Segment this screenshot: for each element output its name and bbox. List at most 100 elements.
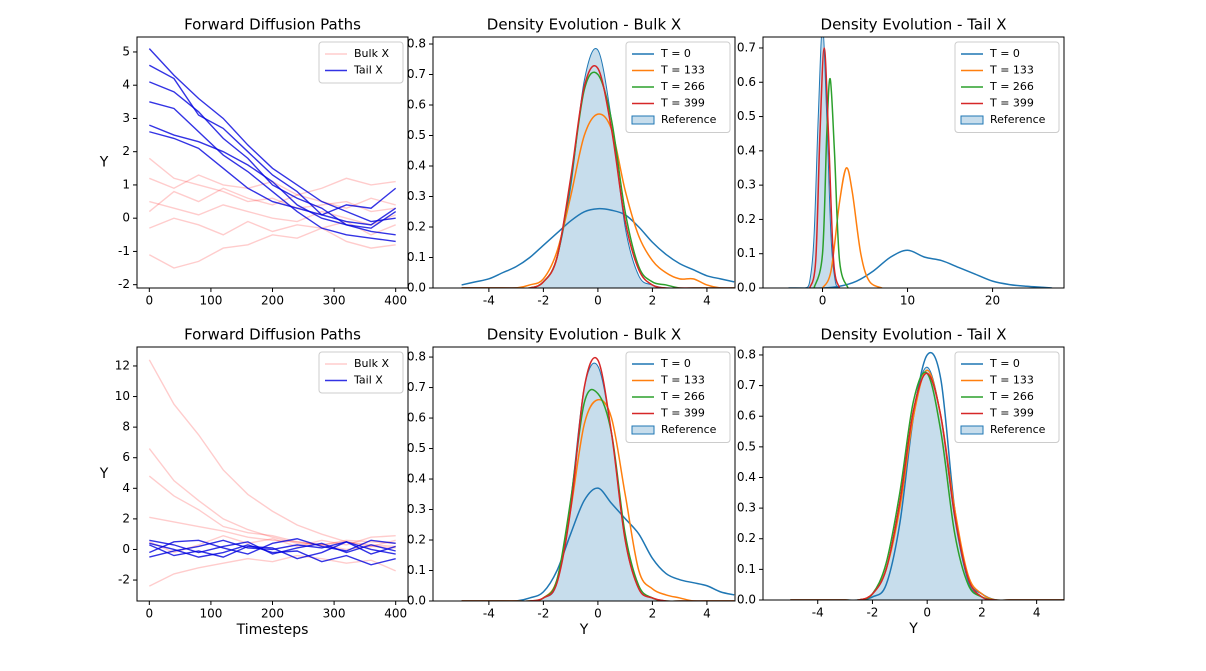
path-line — [149, 131, 397, 216]
y-tick-label: 0.1 — [737, 246, 756, 260]
legend-swatch — [960, 115, 984, 125]
plot-area — [790, 351, 1064, 600]
y-tick-label: 0.4 — [737, 470, 756, 484]
x-tick-label: 200 — [261, 607, 284, 621]
path-line — [149, 81, 396, 236]
x-tick-label: 0 — [594, 607, 602, 621]
legend-label: T = 133 — [989, 374, 1034, 387]
subplot-title: Forward Diffusion Paths — [184, 16, 361, 34]
y-tick-label: 0.5 — [737, 109, 756, 123]
y-tick-label: 4 — [122, 481, 130, 495]
x-axis-label: Y — [579, 622, 589, 638]
density-line — [461, 388, 735, 601]
y-tick-label: 0 — [122, 211, 130, 225]
y-tick-label: 0.2 — [737, 531, 756, 545]
legend-box — [625, 351, 731, 443]
y-tick-label: 0.3 — [737, 501, 756, 515]
legend-label: T = 0 — [660, 357, 691, 370]
axes-frame — [762, 36, 1065, 289]
legend-label: T = 399 — [660, 407, 705, 420]
y-tick-label: 1 — [122, 177, 130, 191]
legend-swatch — [631, 425, 655, 435]
x-tick-label: 4 — [703, 294, 711, 308]
path-line — [148, 227, 396, 269]
y-tick-label: 4 — [122, 78, 130, 92]
legend-box — [318, 351, 404, 394]
y-tick-label: 0.5 — [737, 439, 756, 453]
x-tick-label: 2 — [649, 294, 657, 308]
y-tick-label: 0.0 — [737, 593, 756, 607]
x-tick-label: 100 — [199, 294, 222, 308]
legend-swatch — [631, 115, 655, 125]
legend: T = 0 T = 133 T = 266 T = 399 Reference — [625, 351, 731, 443]
legend-label: T = 266 — [660, 80, 705, 93]
path-line — [149, 541, 396, 560]
legend-box — [954, 351, 1060, 443]
y-tick-label: 0.3 — [407, 189, 426, 203]
legend: T = 0 T = 133 T = 266 T = 399 Reference — [625, 41, 731, 133]
y-tick-label: -2 — [118, 573, 130, 587]
path-line — [148, 64, 397, 226]
density-line — [821, 167, 883, 288]
plot-area — [148, 48, 397, 269]
subplot-title: Density Evolution - Bulk X — [487, 16, 681, 34]
path-line — [148, 48, 396, 223]
y-tick-label: -1 — [118, 244, 130, 258]
path-line — [149, 538, 396, 555]
subplot-title: Density Evolution - Tail X — [821, 16, 1007, 34]
subplot-title: Density Evolution - Tail X — [821, 326, 1007, 344]
y-tick-label: 6 — [122, 450, 130, 464]
path-line — [148, 187, 396, 213]
subplot-title: Density Evolution - Bulk X — [487, 326, 681, 344]
path-line — [149, 542, 396, 566]
plot-area — [788, 37, 1053, 288]
x-tick-label: -4 — [812, 606, 824, 620]
path-line — [149, 554, 396, 587]
y-tick-label: 0 — [122, 542, 130, 556]
legend-label: T = 399 — [660, 97, 705, 110]
density-line — [790, 372, 1064, 600]
x-tick-label: -2 — [537, 607, 549, 621]
y-tick-label: 0.4 — [407, 159, 426, 173]
x-tick-label: 4 — [703, 607, 711, 621]
x-tick-label: 0 — [819, 294, 827, 308]
x-tick-label: -4 — [483, 607, 495, 621]
axes-frame — [136, 346, 409, 602]
legend-label: T = 0 — [660, 47, 691, 60]
plot-area — [148, 359, 396, 587]
x-tick-label: 10 — [900, 294, 915, 308]
y-tick-label: 0.5 — [407, 128, 426, 142]
y-tick-label: 0.2 — [407, 533, 426, 547]
plot-area — [461, 48, 735, 288]
x-axis-label: Timesteps — [236, 622, 309, 638]
path-line — [148, 448, 396, 546]
y-tick-label: 0.8 — [407, 350, 426, 364]
y-tick-label: 0.1 — [407, 563, 426, 577]
density-line — [790, 369, 1064, 600]
x-tick-label: 2 — [649, 607, 657, 621]
legend: Bulk X Tail X — [318, 351, 404, 394]
y-tick-label: 0.1 — [737, 562, 756, 576]
x-tick-label: -4 — [483, 294, 495, 308]
legend: Bulk X Tail X — [318, 41, 404, 84]
y-tick-label: 0.2 — [737, 212, 756, 226]
density-line — [788, 249, 1053, 288]
legend: T = 0 T = 133 T = 266 T = 399 Reference — [954, 41, 1060, 133]
legend-box — [318, 41, 404, 84]
legend-box — [954, 41, 1060, 133]
subplot-title: Forward Diffusion Paths — [184, 326, 361, 344]
x-tick-label: 0 — [594, 294, 602, 308]
legend-box — [625, 41, 731, 133]
x-tick-label: 2 — [978, 606, 986, 620]
y-tick-label: 10 — [115, 389, 130, 403]
density-line — [461, 398, 735, 601]
density-line — [461, 113, 735, 288]
legend-label: Reference — [661, 423, 717, 436]
subplot: Density Evolution - Bulk X -4 -2 0 2 4 0.0 0.1 0… — [407, 16, 736, 308]
reference-area — [461, 362, 735, 601]
y-tick-label: 0.6 — [407, 98, 426, 112]
legend-label: T = 133 — [660, 64, 705, 77]
subplot: Density Evolution - Tail X -4 -2 0 2 4 0.0 0.1 0… — [737, 326, 1065, 637]
x-tick-label: 400 — [384, 607, 407, 621]
